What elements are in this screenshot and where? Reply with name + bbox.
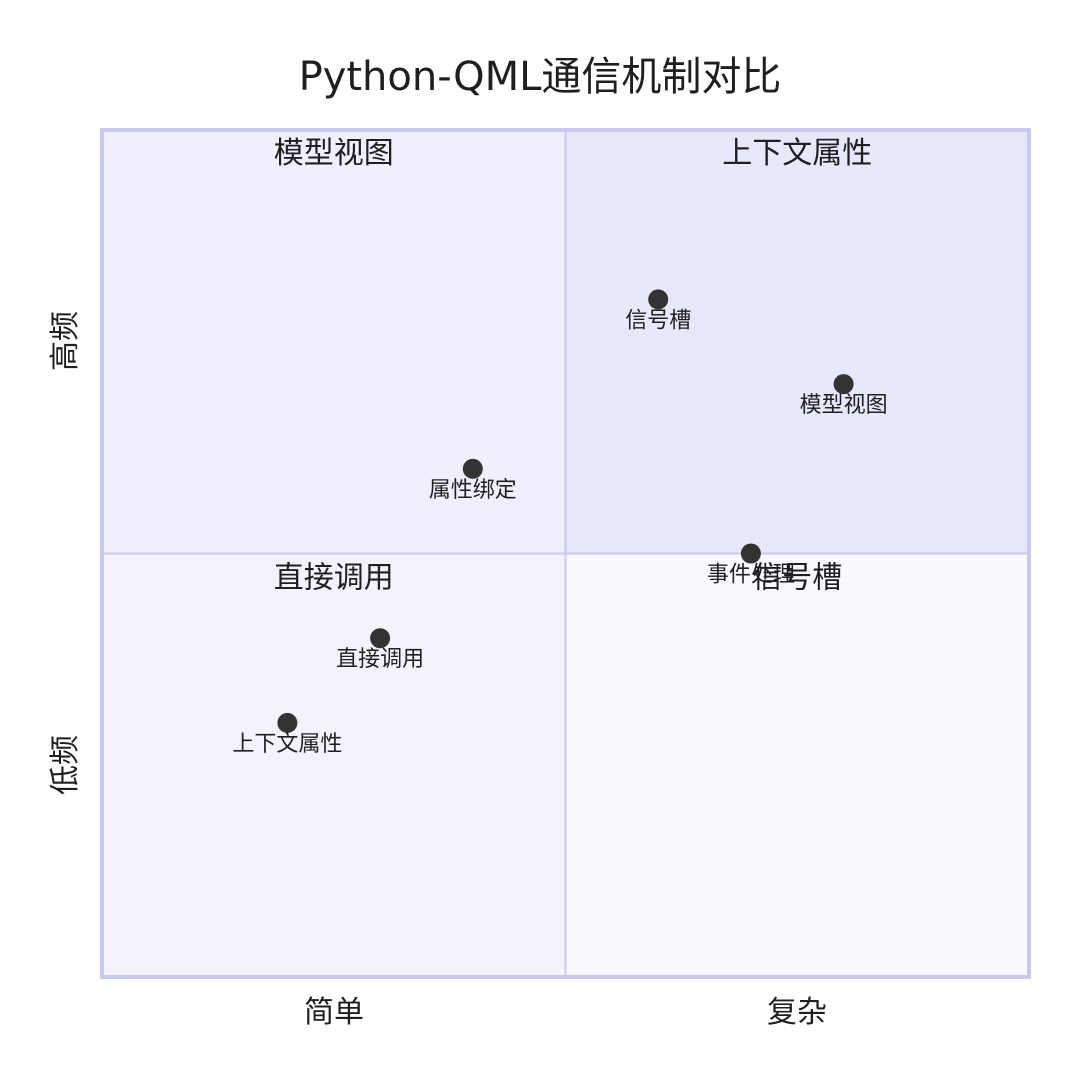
y-axis-high-label: 高频 (48, 311, 83, 371)
data-point: 上下文属性 (232, 712, 342, 757)
quadrant-label-q4: 信号槽 (752, 561, 842, 596)
point-label: 模型视图 (800, 393, 888, 418)
quadrant-4 (565, 553, 1029, 977)
point-marker (740, 543, 761, 564)
quadrant-label-q3: 直接调用 (274, 561, 394, 596)
x-axis-low-label: 简单 (304, 995, 364, 1030)
chart-title: Python-QML通信机制对比 (299, 54, 782, 100)
point-label: 上下文属性 (232, 732, 342, 757)
quadrant-label-q1: 上下文属性 (722, 136, 872, 171)
data-point: 事件处理 (707, 543, 795, 588)
point-marker (833, 374, 854, 395)
point-marker (648, 289, 669, 310)
point-label: 属性绑定 (429, 478, 517, 503)
point-label: 事件处理 (707, 563, 795, 588)
point-label: 直接调用 (336, 647, 424, 672)
data-point: 直接调用 (336, 628, 424, 672)
x-axis-high-label: 复杂 (767, 995, 827, 1030)
quadrant-3 (102, 553, 566, 977)
point-marker (370, 628, 391, 649)
quadrant-2 (102, 130, 566, 554)
y-axis-low-label: 低频 (48, 735, 83, 795)
point-label: 信号槽 (625, 308, 691, 333)
quadrants (100, 128, 1031, 979)
quadrant-label-q2: 模型视图 (274, 136, 394, 171)
data-point: 属性绑定 (429, 458, 517, 503)
point-marker (462, 458, 483, 479)
point-marker (277, 712, 298, 733)
chart-border (100, 128, 1031, 979)
data-point: 模型视图 (800, 374, 888, 418)
data-point: 信号槽 (625, 289, 691, 333)
quadrant-1 (565, 130, 1029, 554)
